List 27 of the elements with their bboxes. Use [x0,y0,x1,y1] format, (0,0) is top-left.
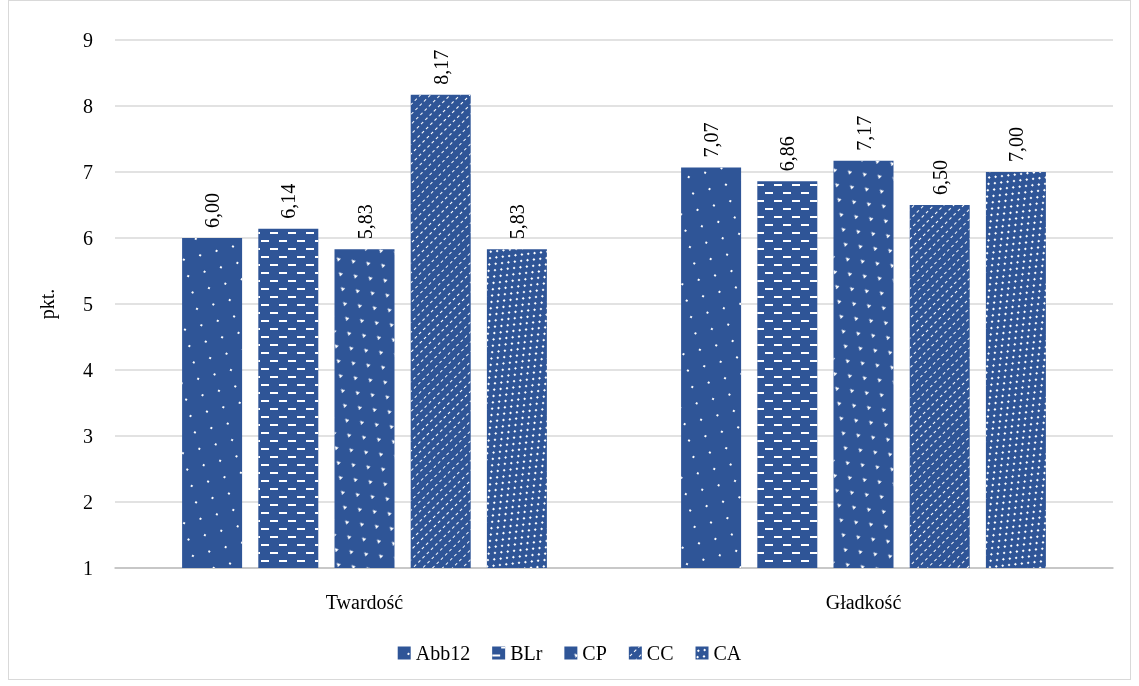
y-tick-label: 9 [83,29,93,51]
data-label: 7,00 [1004,127,1027,162]
legend-label: Abb12 [415,642,471,664]
y-tick-label: 6 [83,227,93,249]
y-tick-label: 8 [83,95,93,117]
data-label: 7,07 [700,122,723,158]
y-tick-label: 1 [83,557,93,579]
y-tick-label: 2 [83,491,93,513]
data-label: 7,17 [852,115,875,151]
y-tick-label: 4 [83,359,93,381]
x-tick-label: Twardość [325,591,404,613]
data-label: 8,17 [429,49,452,85]
data-label: 5,83 [505,204,528,240]
y-tick-label: 3 [83,425,93,447]
data-label: 6,00 [201,193,224,228]
legend-label: CP [582,642,607,664]
legend-label: BLr [510,642,543,664]
legend-label: CA [713,642,742,664]
y-axis-title: pkt. [36,288,59,320]
data-label: 6,86 [776,136,799,172]
y-tick-label: 5 [83,293,93,315]
x-tick-label: Gładkość [825,591,902,613]
data-label: 6,14 [277,183,300,219]
y-tick-label: 7 [83,161,93,183]
legend-label: CC [646,642,674,664]
data-label: 6,50 [928,160,951,195]
data-label: 5,83 [353,204,376,240]
